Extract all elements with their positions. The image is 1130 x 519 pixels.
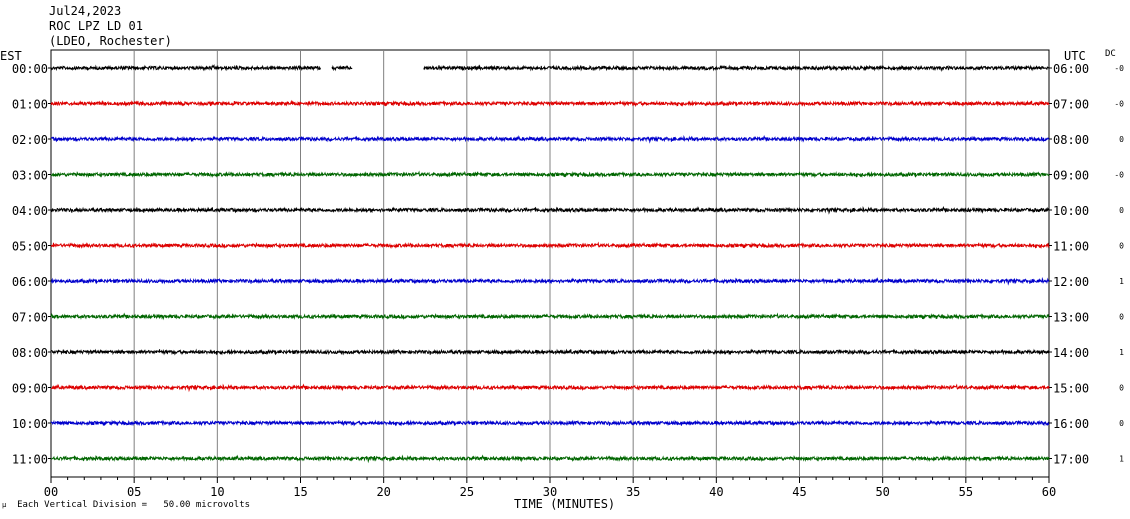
logo-glyph: μ — [2, 501, 7, 509]
x-tick-label-25: 25 — [460, 485, 474, 499]
seismic-trace — [50, 170, 1050, 178]
seismic-trace — [50, 241, 1050, 250]
x-tick-label-50: 50 — [875, 485, 889, 499]
est-label: 07:00 — [12, 311, 48, 325]
est-label: 00:00 — [12, 62, 48, 76]
seismic-trace — [50, 348, 1050, 356]
dc-value: 1 — [1119, 455, 1124, 464]
dc-value: -0 — [1114, 100, 1124, 109]
dc-axis-title: DC — [1105, 49, 1116, 59]
utc-label: 10:00 — [1053, 204, 1089, 218]
seismic-trace — [50, 206, 1050, 215]
dc-value: -0 — [1114, 64, 1124, 73]
est-axis-title: EST — [0, 49, 22, 63]
station-label: ROC LPZ LD 01 — [49, 19, 143, 33]
x-tick-label-05: 05 — [127, 485, 141, 499]
est-label: 10:00 — [12, 417, 48, 431]
x-tick-label-00: 00 — [44, 485, 58, 499]
scale-note-text: Each Vertical Division = 50.00 microvolt… — [17, 500, 251, 510]
x-tick-label-45: 45 — [792, 485, 806, 499]
utc-label: 15:00 — [1053, 382, 1089, 396]
est-label: 08:00 — [12, 346, 48, 360]
est-label: 06:00 — [12, 275, 48, 289]
x-tick-label-10: 10 — [210, 485, 224, 499]
utc-label: 06:00 — [1053, 62, 1089, 76]
utc-label: 16:00 — [1053, 417, 1089, 431]
dc-value: 0 — [1119, 135, 1124, 144]
scale-note: μ Each Vertical Division = 50.00 microvo… — [2, 500, 250, 510]
utc-axis-title: UTC — [1064, 49, 1086, 63]
est-label: 02:00 — [12, 133, 48, 147]
est-label: 11:00 — [12, 453, 48, 467]
seismic-trace — [50, 135, 1050, 144]
utc-label: 09:00 — [1053, 169, 1089, 183]
x-tick-label-40: 40 — [709, 485, 723, 499]
est-label: 04:00 — [12, 204, 48, 218]
x-tick-label-30: 30 — [543, 485, 557, 499]
est-label: 03:00 — [12, 169, 48, 183]
date-label: Jul24,2023 — [49, 4, 122, 18]
x-tick-label-55: 55 — [959, 485, 973, 499]
x-tick-label-35: 35 — [626, 485, 640, 499]
seismic-trace — [50, 419, 1050, 427]
seismic-trace — [50, 383, 1050, 393]
seismic-trace — [50, 277, 1050, 286]
dc-value: 0 — [1119, 384, 1124, 393]
dc-value: -0 — [1114, 171, 1124, 180]
dc-value: 0 — [1119, 242, 1124, 251]
x-tick-label-60: 60 — [1042, 485, 1056, 499]
x-axis-title: TIME (MINUTES) — [514, 497, 616, 511]
utc-label: 07:00 — [1053, 98, 1089, 112]
seismic-trace — [50, 312, 1050, 321]
utc-label: 13:00 — [1053, 311, 1089, 325]
seismic-trace — [331, 64, 353, 72]
utc-label: 17:00 — [1053, 453, 1089, 467]
est-label: 05:00 — [12, 240, 48, 254]
network-label: (LDEO, Rochester) — [49, 34, 172, 48]
seismic-trace — [423, 64, 1050, 73]
utc-label: 14:00 — [1053, 346, 1089, 360]
est-label: 01:00 — [12, 98, 48, 112]
dc-value: 0 — [1119, 313, 1124, 322]
est-label: 09:00 — [12, 382, 48, 396]
x-tick-label-15: 15 — [293, 485, 307, 499]
dc-value: 0 — [1119, 419, 1124, 428]
utc-label: 11:00 — [1053, 240, 1089, 254]
seismic-trace — [50, 63, 321, 72]
x-tick-label-20: 20 — [376, 485, 390, 499]
dc-value: 0 — [1119, 206, 1124, 215]
dc-value: 1 — [1119, 348, 1124, 357]
seismic-trace — [50, 454, 1050, 464]
dc-value: 1 — [1119, 277, 1124, 286]
utc-label: 08:00 — [1053, 133, 1089, 147]
utc-label: 12:00 — [1053, 275, 1089, 289]
seismic-trace — [50, 99, 1050, 107]
